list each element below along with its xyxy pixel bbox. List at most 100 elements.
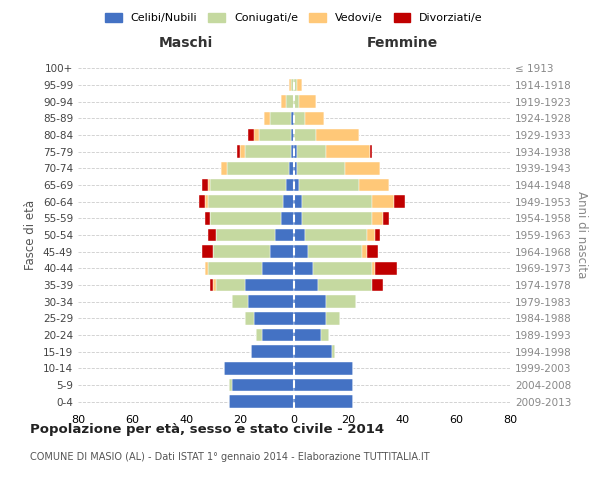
Bar <box>292 146 294 158</box>
Bar <box>213 279 216 291</box>
Bar <box>213 246 270 258</box>
Bar <box>256 329 262 341</box>
Bar <box>227 162 289 174</box>
Bar <box>370 146 372 158</box>
Bar <box>245 312 254 324</box>
Bar <box>294 112 305 124</box>
Text: COMUNE DI MASIO (AL) - Dati ISTAT 1° gennaio 2014 - Elaborazione TUTTITALIA.IT: COMUNE DI MASIO (AL) - Dati ISTAT 1° gen… <box>30 452 430 462</box>
Bar <box>248 129 254 141</box>
Bar <box>202 179 208 192</box>
Bar <box>294 162 296 174</box>
Bar <box>294 179 299 192</box>
Bar <box>210 179 286 192</box>
Bar <box>372 279 383 291</box>
Bar <box>238 146 240 158</box>
Bar <box>367 246 378 258</box>
Bar <box>294 96 299 108</box>
Bar <box>302 196 373 208</box>
Bar <box>254 312 294 324</box>
Bar <box>281 212 294 224</box>
Bar <box>294 296 326 308</box>
Bar <box>375 262 397 274</box>
Bar <box>292 79 294 92</box>
Bar <box>289 79 292 92</box>
Bar <box>294 262 313 274</box>
Bar <box>299 179 359 192</box>
Bar <box>296 146 326 158</box>
Bar <box>359 179 389 192</box>
Bar <box>275 229 294 241</box>
Bar <box>372 262 375 274</box>
Bar <box>367 229 375 241</box>
Bar <box>308 246 361 258</box>
Bar <box>208 262 262 274</box>
Bar <box>294 396 353 408</box>
Bar <box>253 129 259 141</box>
Bar <box>202 246 213 258</box>
Bar <box>232 296 248 308</box>
Bar <box>321 329 329 341</box>
Bar <box>265 112 270 124</box>
Bar <box>326 312 340 324</box>
Bar <box>326 146 370 158</box>
Legend: Celibi/Nubili, Coniugati/e, Vedovi/e, Divorziati/e: Celibi/Nubili, Coniugati/e, Vedovi/e, Di… <box>101 8 487 28</box>
Bar <box>262 262 294 274</box>
Bar <box>251 346 294 358</box>
Bar <box>245 279 294 291</box>
Bar <box>224 362 294 374</box>
Bar <box>294 212 302 224</box>
Bar <box>286 96 294 108</box>
Bar <box>248 296 294 308</box>
Bar <box>281 96 286 108</box>
Bar <box>229 396 294 408</box>
Bar <box>289 162 294 174</box>
Bar <box>208 179 210 192</box>
Bar <box>245 146 292 158</box>
Bar <box>326 296 356 308</box>
Bar <box>294 362 353 374</box>
Bar <box>294 229 305 241</box>
Bar <box>205 196 208 208</box>
Bar <box>221 162 227 174</box>
Bar <box>286 179 294 192</box>
Bar <box>294 379 353 391</box>
Bar <box>296 79 302 92</box>
Bar <box>316 129 359 141</box>
Text: Popolazione per età, sesso e stato civile - 2014: Popolazione per età, sesso e stato civil… <box>30 422 384 436</box>
Bar <box>270 112 292 124</box>
Bar <box>208 229 216 241</box>
Bar <box>240 146 245 158</box>
Bar <box>305 112 324 124</box>
Bar <box>232 379 294 391</box>
Bar <box>216 229 275 241</box>
Bar <box>372 212 383 224</box>
Bar <box>229 379 232 391</box>
Bar <box>205 262 208 274</box>
Bar <box>294 146 296 158</box>
Bar <box>313 262 372 274</box>
Bar <box>319 279 372 291</box>
Bar <box>294 329 321 341</box>
Bar <box>270 246 294 258</box>
Bar <box>199 196 205 208</box>
Text: Maschi: Maschi <box>159 36 213 50</box>
Bar <box>215 279 245 291</box>
Bar <box>208 196 283 208</box>
Bar <box>205 212 210 224</box>
Bar <box>259 129 292 141</box>
Bar <box>294 246 308 258</box>
Bar <box>211 279 213 291</box>
Text: Femmine: Femmine <box>367 36 437 50</box>
Bar <box>294 346 332 358</box>
Bar <box>332 346 335 358</box>
Bar <box>210 212 281 224</box>
Bar <box>294 196 302 208</box>
Bar <box>305 229 367 241</box>
Bar <box>375 229 380 241</box>
Bar <box>294 129 316 141</box>
Y-axis label: Anni di nascita: Anni di nascita <box>575 192 588 278</box>
Bar <box>292 129 294 141</box>
Bar <box>383 212 389 224</box>
Bar <box>372 196 394 208</box>
Bar <box>283 196 294 208</box>
